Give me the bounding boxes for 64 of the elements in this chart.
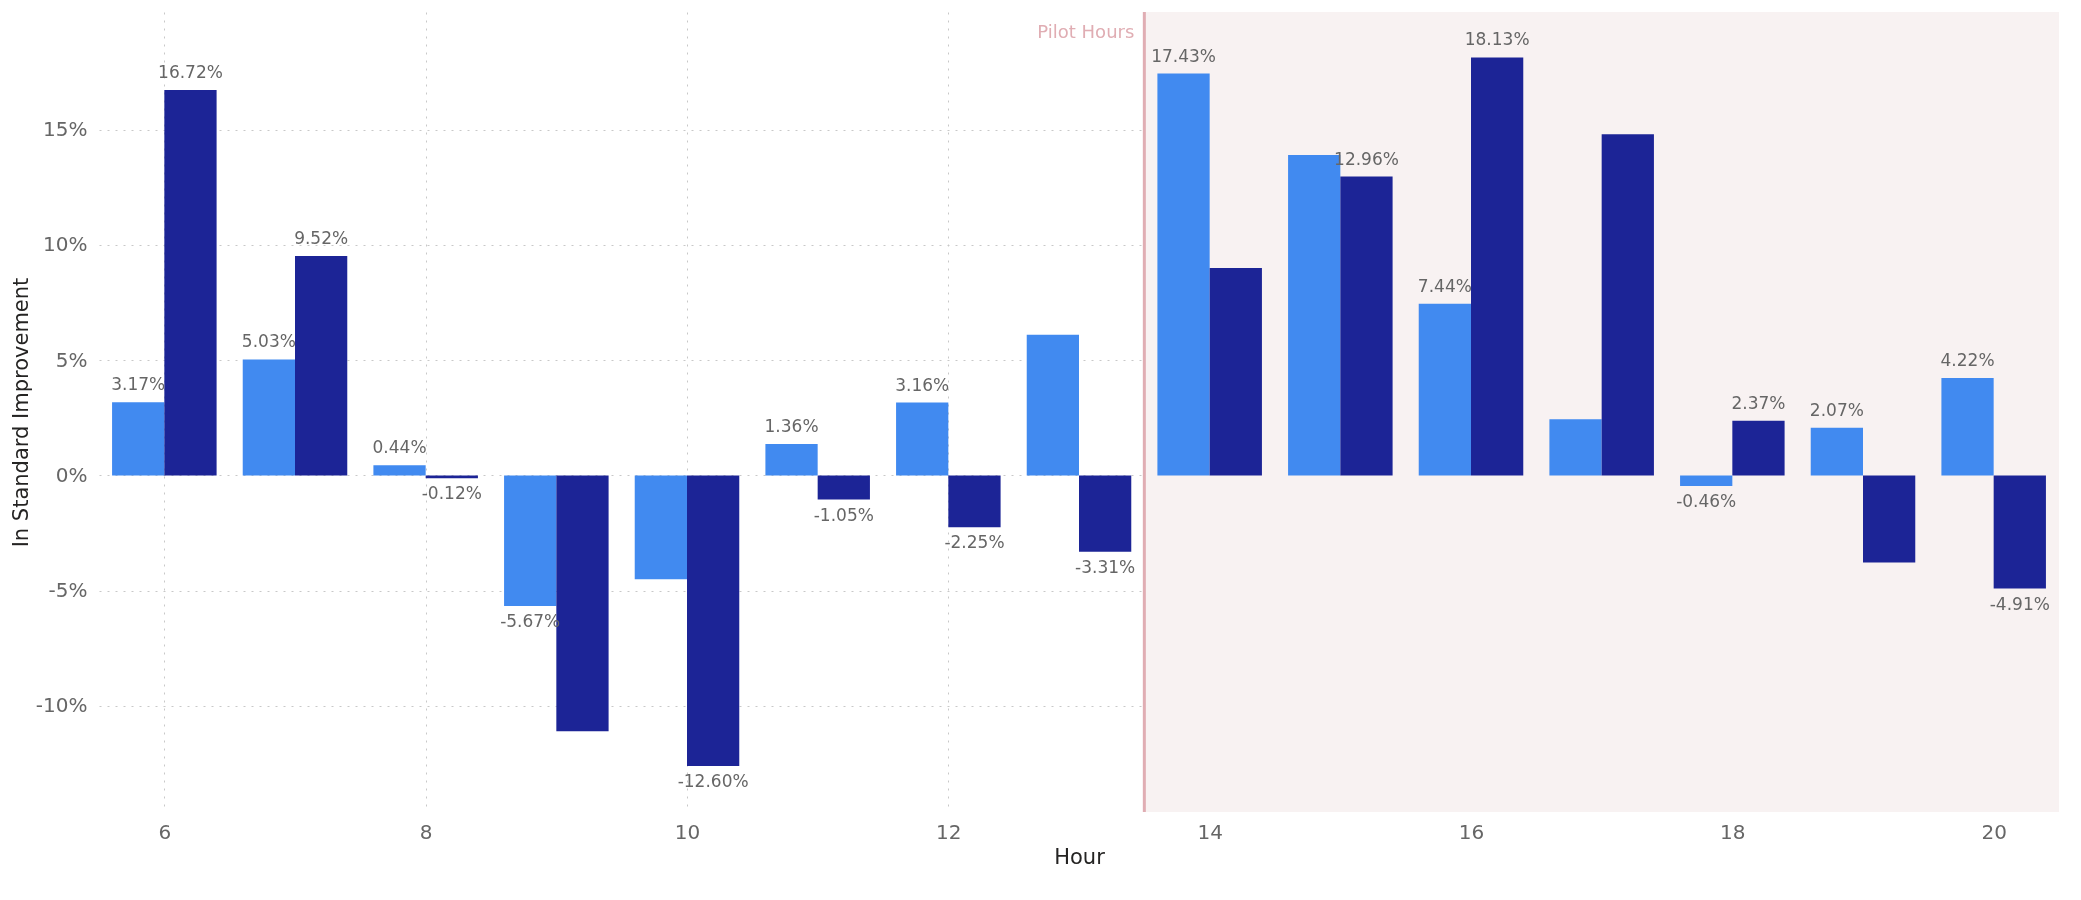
data-label: 17.43%	[1151, 45, 1216, 66]
bar	[1418, 303, 1471, 476]
data-label: 7.44%	[1417, 275, 1472, 296]
bar	[242, 359, 295, 476]
data-label: -0.46%	[1676, 491, 1737, 512]
bar	[687, 475, 740, 766]
bar	[1680, 475, 1733, 487]
data-label: 2.37%	[1731, 392, 1786, 413]
bar	[1340, 176, 1393, 476]
data-label: 3.16%	[895, 374, 950, 395]
y-tick-label: -5%	[48, 578, 88, 603]
bar	[164, 89, 217, 476]
x-tick-label: 20	[1981, 819, 2007, 844]
data-label: 1.36%	[764, 416, 819, 437]
bar	[1993, 475, 2046, 589]
x-tick-label: 18	[1720, 819, 1746, 844]
data-label: 18.13%	[1464, 29, 1530, 50]
bar	[1732, 420, 1785, 476]
x-axis-title: Hour	[1054, 844, 1106, 869]
bar	[295, 255, 348, 476]
data-label: 0.44%	[372, 437, 427, 458]
bar	[634, 475, 687, 580]
x-tick-label: 10	[674, 819, 701, 844]
y-tick-label: 10%	[43, 232, 88, 257]
x-tick-label: 14	[1197, 819, 1223, 844]
bar	[1549, 419, 1602, 476]
bar	[504, 475, 557, 607]
bar	[1863, 475, 1916, 563]
y-tick-label: -10%	[35, 693, 88, 718]
data-label: 2.07%	[1809, 399, 1864, 420]
bar	[1810, 427, 1863, 476]
bar	[112, 402, 165, 476]
data-label: 4.22%	[1940, 350, 1995, 371]
bar	[948, 475, 1001, 528]
y-axis-title: In Standard Improvement	[8, 277, 33, 548]
data-label: 5.03%	[241, 331, 296, 352]
bar	[1941, 378, 1994, 476]
data-label: -12.60%	[677, 770, 749, 791]
x-tick-label: 12	[936, 819, 962, 844]
bar	[1079, 475, 1132, 552]
bar	[1471, 57, 1524, 476]
data-label: -3.31%	[1075, 556, 1136, 577]
bar	[896, 402, 949, 476]
y-tick-label: 0%	[55, 462, 88, 487]
bar	[1209, 267, 1262, 476]
bar	[817, 475, 870, 500]
ref-line-label: Pilot Hours	[1037, 21, 1135, 42]
data-label: -1.05%	[813, 504, 874, 525]
bar	[1601, 134, 1654, 476]
y-tick-label: 15%	[43, 117, 88, 142]
data-label: 9.52%	[294, 227, 349, 248]
bar	[425, 475, 478, 479]
bar	[1157, 73, 1210, 476]
x-tick-label: 16	[1458, 819, 1485, 844]
data-label: -4.91%	[1989, 593, 2050, 614]
y-tick-label: 5%	[55, 347, 88, 372]
x-tick-label: 8	[419, 819, 433, 844]
x-tick-label: 6	[158, 819, 172, 844]
data-label: -0.12%	[421, 483, 482, 504]
data-label: 16.72%	[158, 61, 223, 82]
bar	[373, 465, 426, 476]
bar	[1026, 334, 1079, 476]
bar	[765, 444, 818, 476]
data-label: -2.25%	[944, 532, 1005, 553]
